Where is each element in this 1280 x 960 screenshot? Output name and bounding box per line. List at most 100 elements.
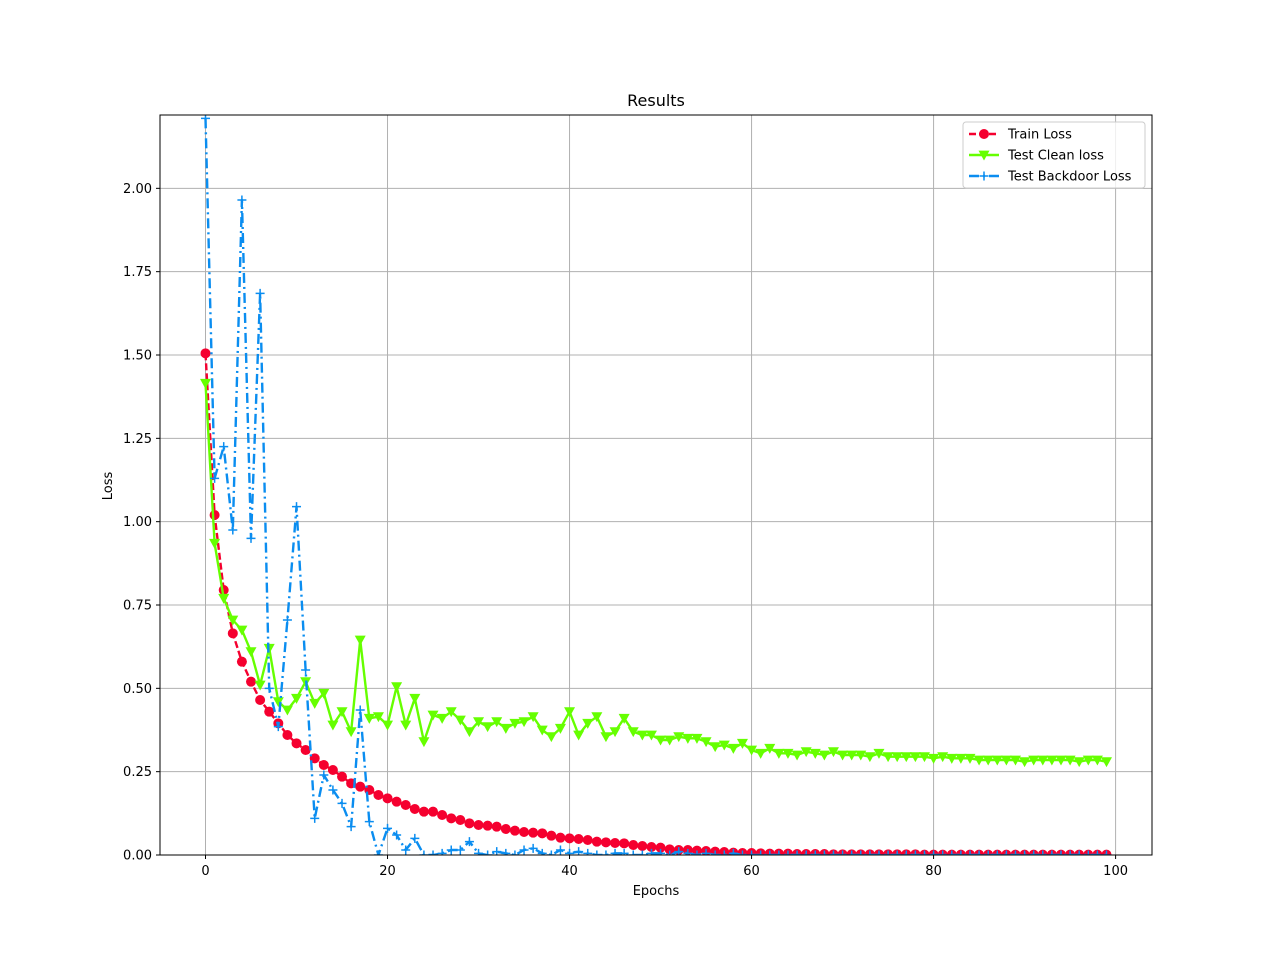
data-point (910, 850, 920, 855)
data-point (537, 828, 548, 839)
data-point (1009, 755, 1021, 766)
legend-swatch-marker (979, 129, 989, 139)
data-point (546, 850, 556, 855)
data-point (864, 752, 876, 763)
data-point (246, 533, 256, 543)
legend-label: Train Loss (1007, 128, 1072, 143)
data-point (955, 753, 967, 764)
data-point (737, 850, 747, 855)
data-point (554, 723, 566, 734)
data-point (292, 502, 302, 512)
data-point (982, 755, 994, 766)
data-point (1055, 755, 1067, 766)
data-point (656, 848, 666, 855)
data-point (428, 850, 438, 855)
data-point (337, 798, 347, 808)
data-point (909, 752, 921, 763)
data-point (301, 665, 311, 675)
data-point (445, 707, 457, 718)
data-point (891, 752, 903, 763)
data-point (437, 810, 448, 820)
data-point (437, 848, 447, 855)
data-point (410, 833, 420, 843)
data-point (637, 841, 648, 851)
data-point (564, 707, 576, 718)
series-test-backdoor-loss (201, 115, 1111, 855)
y-tick-label: 2.00 (123, 182, 152, 197)
data-point (1092, 850, 1102, 855)
data-point (1064, 755, 1076, 766)
data-point (1047, 850, 1057, 855)
data-point (728, 848, 738, 855)
data-point (318, 760, 329, 770)
x-tick-label: 60 (743, 864, 760, 879)
data-point (846, 750, 858, 761)
data-point (336, 707, 348, 718)
data-point (810, 850, 820, 855)
series-line (204, 383, 1107, 763)
data-point (500, 824, 511, 834)
data-point (1019, 757, 1031, 768)
data-point (710, 850, 720, 855)
data-point (501, 848, 511, 855)
data-point (900, 752, 912, 763)
y-tick-label: 1.50 (123, 349, 152, 364)
data-point (345, 727, 357, 738)
data-point (409, 693, 421, 704)
data-point (291, 693, 303, 704)
data-point (1046, 755, 1058, 766)
data-point (200, 348, 211, 359)
data-point (491, 717, 503, 728)
data-point (1037, 755, 1049, 766)
data-point (774, 850, 784, 855)
data-point (355, 705, 365, 715)
data-point (382, 793, 393, 804)
data-point (719, 850, 729, 855)
legend: Train Loss Test Clean loss Test Backdoor L… (962, 121, 1146, 189)
data-point (455, 815, 466, 825)
data-point (518, 717, 530, 728)
data-point (1020, 850, 1030, 855)
data-point (309, 698, 321, 709)
data-point (792, 850, 802, 855)
data-point (1083, 850, 1093, 855)
legend-box (962, 121, 1146, 189)
data-point (838, 850, 848, 855)
data-point (747, 850, 757, 855)
grid (160, 115, 1152, 856)
data-point (636, 730, 648, 741)
data-point (418, 737, 430, 748)
data-point (655, 735, 667, 746)
data-point (200, 378, 212, 389)
data-point (973, 755, 985, 766)
data-point (255, 695, 266, 705)
data-point (873, 748, 885, 759)
data-point (519, 845, 529, 855)
data-point (319, 770, 329, 780)
data-point (591, 712, 603, 723)
data-point (628, 840, 639, 850)
data-point (637, 850, 647, 855)
data-point (683, 848, 693, 855)
data-point (464, 818, 475, 829)
data-point (228, 525, 238, 535)
data-point (646, 842, 657, 852)
legend-swatch-marker (979, 171, 989, 181)
y-axis-label: Loss (101, 472, 116, 501)
data-point (938, 850, 948, 855)
data-point (310, 813, 320, 823)
y-tick-label: 0.75 (123, 599, 152, 614)
data-point (209, 510, 220, 520)
data-point (600, 732, 612, 743)
x-tick-label: 80 (925, 864, 942, 879)
data-point (618, 713, 630, 724)
data-point (327, 765, 338, 775)
data-point (746, 745, 758, 756)
data-point (373, 850, 383, 855)
data-point (254, 680, 266, 691)
data-point (818, 750, 830, 761)
data-point (565, 848, 575, 855)
data-point (800, 747, 812, 758)
data-point (991, 755, 1003, 766)
